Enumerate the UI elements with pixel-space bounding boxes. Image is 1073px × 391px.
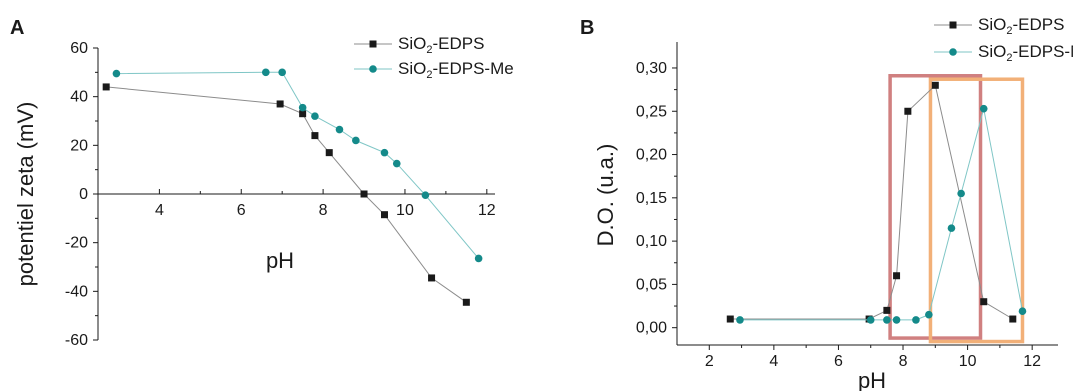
y-tick-label-b: 0,15: [636, 190, 667, 207]
data-point-edps-a: [299, 110, 307, 118]
y-tick-label-b: 0,05: [636, 276, 667, 293]
x-tick-label-b: 6: [834, 353, 843, 370]
data-point-edps-a: [462, 298, 470, 306]
data-point-edps-me-b: [979, 104, 988, 113]
panel-label-a: A: [10, 17, 24, 39]
legend-label-1-a: SiO2-EDPS: [398, 34, 484, 56]
y-tick-label-a: -40: [65, 283, 88, 300]
y-tick-label-a: -20: [65, 235, 88, 252]
data-point-edps-a: [428, 274, 436, 282]
data-point-edps-me-a: [278, 68, 286, 77]
x-tick-label-a: 4: [155, 202, 164, 219]
y-tick-label-b: 0,25: [636, 103, 667, 120]
highlight-box-2: [928, 77, 1025, 344]
x-tick-label-a: 8: [319, 202, 328, 219]
y-tick-label-a: -60: [65, 332, 88, 349]
data-point-edps-me-b: [866, 316, 875, 324]
data-point-edps-me-a: [112, 69, 121, 78]
data-point-edps-a: [325, 149, 333, 157]
data-point-edps-me-b: [1018, 307, 1027, 316]
x-tick-label-a: 12: [478, 202, 496, 219]
highlight-box-1: [888, 74, 983, 340]
data-point-edps-b: [931, 81, 939, 89]
series-line-1-b: [730, 84, 1014, 320]
x-axis-title-b: pH: [858, 368, 886, 391]
data-point-edps-a: [311, 132, 319, 140]
y-axis-title-a: potentiel zeta (mV): [13, 102, 38, 287]
data-point-edps-me-a: [421, 191, 430, 200]
data-point-edps-me-a: [380, 148, 389, 157]
data-point-edps-me-b: [892, 316, 901, 324]
y-tick-label-b: 0,10: [636, 233, 667, 250]
data-point-edps-a: [360, 190, 368, 198]
y-tick-label-a: 60: [70, 40, 88, 57]
data-point-edps-me-b: [947, 224, 956, 232]
x-tick-label-b: 4: [769, 353, 778, 370]
data-point-edps-me-a: [474, 254, 483, 263]
legend-marker-1-b: [949, 21, 957, 29]
data-point-edps-a: [380, 211, 388, 219]
legend-label-1-b: SiO2-EDPS: [978, 15, 1064, 37]
data-point-edps-b: [883, 306, 891, 314]
legend-label-2-a: SiO2-EDPS-Me: [398, 59, 514, 81]
data-point-edps-b: [726, 315, 734, 323]
y-axis-title-b: D.O. (u.a.): [593, 144, 618, 247]
y-tick-label-a: 0: [79, 186, 88, 203]
x-tick-label-b: 10: [959, 353, 977, 370]
data-point-edps-me-a: [298, 103, 307, 112]
data-point-edps-me-b: [883, 316, 891, 324]
y-tick-label-b: 0,00: [636, 320, 667, 337]
y-tick-label-a: 20: [70, 137, 88, 154]
y-tick-label-a: 40: [70, 89, 88, 106]
y-tick-label-b: 0,30: [636, 60, 667, 77]
data-point-edps-a: [276, 100, 284, 108]
data-point-edps-b: [1009, 315, 1017, 323]
legend-marker-2-a: [369, 65, 377, 73]
legend-label-2-b: SiO2-EDPS-Me: [978, 42, 1073, 64]
x-tick-label-a: 6: [237, 202, 246, 219]
data-point-edps-me-b: [736, 316, 744, 324]
data-point-edps-me-b: [925, 310, 933, 319]
x-axis-title-a: pH: [266, 248, 294, 273]
data-point-edps-me-a: [262, 68, 270, 77]
data-point-edps-me-a: [392, 159, 401, 168]
chart-b: 0,00 0,05 0,10 0,15 0,20 0,25 0,30 2 4 6 8 10 12 pH D.…: [593, 15, 1073, 391]
data-point-edps-me-a: [311, 112, 319, 120]
data-point-edps-b: [893, 272, 901, 280]
series-line-2-a: [116, 71, 479, 259]
x-tick-label-a: 10: [396, 202, 414, 219]
legend-marker-2-b: [949, 48, 957, 56]
series-line-2-b: [740, 108, 1023, 321]
data-point-edps-me-b: [912, 316, 920, 324]
x-tick-label-b: 8: [899, 353, 908, 370]
panel-label-b: B: [580, 17, 594, 39]
data-point-edps-me-a: [352, 136, 360, 145]
x-tick-label-b: 12: [1023, 353, 1041, 370]
data-point-edps-b: [980, 298, 988, 306]
data-point-edps-me-a: [335, 125, 344, 134]
data-point-edps-b: [904, 107, 912, 115]
y-tick-label-b: 0,20: [636, 147, 667, 164]
data-point-edps-me-b: [957, 189, 965, 198]
chart-a: -60 -40 -20 0 20 40 60 4 6 8 10 12 pH potentiel zeta …: [13, 34, 514, 349]
x-tick-label-b: 2: [705, 353, 714, 370]
data-point-edps-a: [102, 83, 110, 91]
legend-marker-1-a: [369, 40, 377, 48]
